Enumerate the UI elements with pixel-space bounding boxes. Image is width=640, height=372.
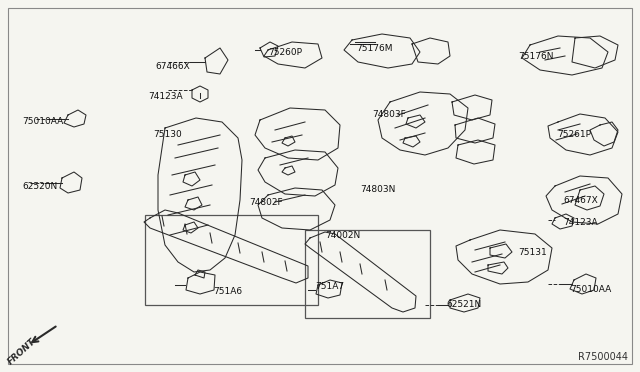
Text: 62521N: 62521N	[446, 300, 481, 309]
Text: 62520N: 62520N	[22, 182, 57, 191]
Text: 75010AA: 75010AA	[22, 117, 63, 126]
Text: 75176N: 75176N	[518, 52, 554, 61]
Text: 75010AA: 75010AA	[570, 285, 611, 294]
Text: 74803N: 74803N	[360, 185, 396, 194]
Text: R7500044: R7500044	[578, 352, 628, 362]
Bar	[145, 215, 318, 305]
Text: 74002N: 74002N	[325, 231, 360, 240]
Text: 751A7: 751A7	[315, 282, 344, 291]
Bar	[305, 230, 430, 318]
Text: 75130: 75130	[153, 130, 182, 139]
Text: 74803F: 74803F	[372, 110, 406, 119]
Text: 75176M: 75176M	[356, 44, 392, 53]
Text: 67467X: 67467X	[563, 196, 598, 205]
Text: FRONT: FRONT	[6, 337, 38, 367]
Text: 74123A: 74123A	[148, 92, 182, 101]
Text: 751A6: 751A6	[213, 287, 242, 296]
Text: 67466X: 67466X	[155, 62, 189, 71]
Text: 75261P: 75261P	[557, 130, 591, 139]
Text: 74123A: 74123A	[563, 218, 598, 227]
Text: 75131: 75131	[518, 248, 547, 257]
Text: 75260P: 75260P	[268, 48, 302, 57]
Text: 74802F: 74802F	[249, 198, 283, 207]
